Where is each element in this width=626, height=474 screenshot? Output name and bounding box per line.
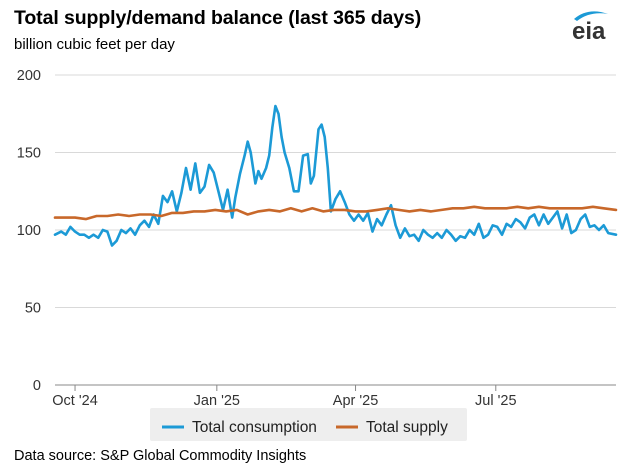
x-tick-label-2: Apr '25 xyxy=(333,393,379,409)
legend-label-consumption: Total consumption xyxy=(192,419,317,436)
chart-title: Total supply/demand balance (last 365 da… xyxy=(14,7,422,29)
x-tick-label-1: Jan '25 xyxy=(194,393,240,409)
y-tick-label-50: 50 xyxy=(25,301,41,317)
y-tick-label-100: 100 xyxy=(17,223,41,239)
series-line-total-supply xyxy=(53,205,618,221)
eia-logo-icon: eia xyxy=(572,11,608,45)
legend-box xyxy=(150,408,467,441)
gridlines xyxy=(55,74,616,308)
series-line-total-consumption xyxy=(53,104,618,247)
x-tick-label-0: Oct '24 xyxy=(52,393,97,409)
logo-swoosh xyxy=(574,11,608,21)
axes: 0 50 100 150 200 Oct '24 Jan '25 Apr '25 Jul '25 xyxy=(17,68,616,409)
y-tick-label-150: 150 xyxy=(17,146,41,162)
eia-logo[interactable]: eia xyxy=(568,6,616,45)
y-tick-label-0: 0 xyxy=(33,378,41,394)
chart-subtitle: billion cubic feet per day xyxy=(14,36,175,53)
data-source: Data source: S&P Global Commodity Insigh… xyxy=(14,448,307,464)
series-lines xyxy=(53,104,618,247)
logo-text: eia xyxy=(572,18,606,44)
x-tick-label-3: Jul '25 xyxy=(475,393,516,409)
legend: Total consumption Total supply xyxy=(150,408,467,441)
legend-label-supply: Total supply xyxy=(366,419,448,436)
y-tick-label-200: 200 xyxy=(17,68,41,84)
